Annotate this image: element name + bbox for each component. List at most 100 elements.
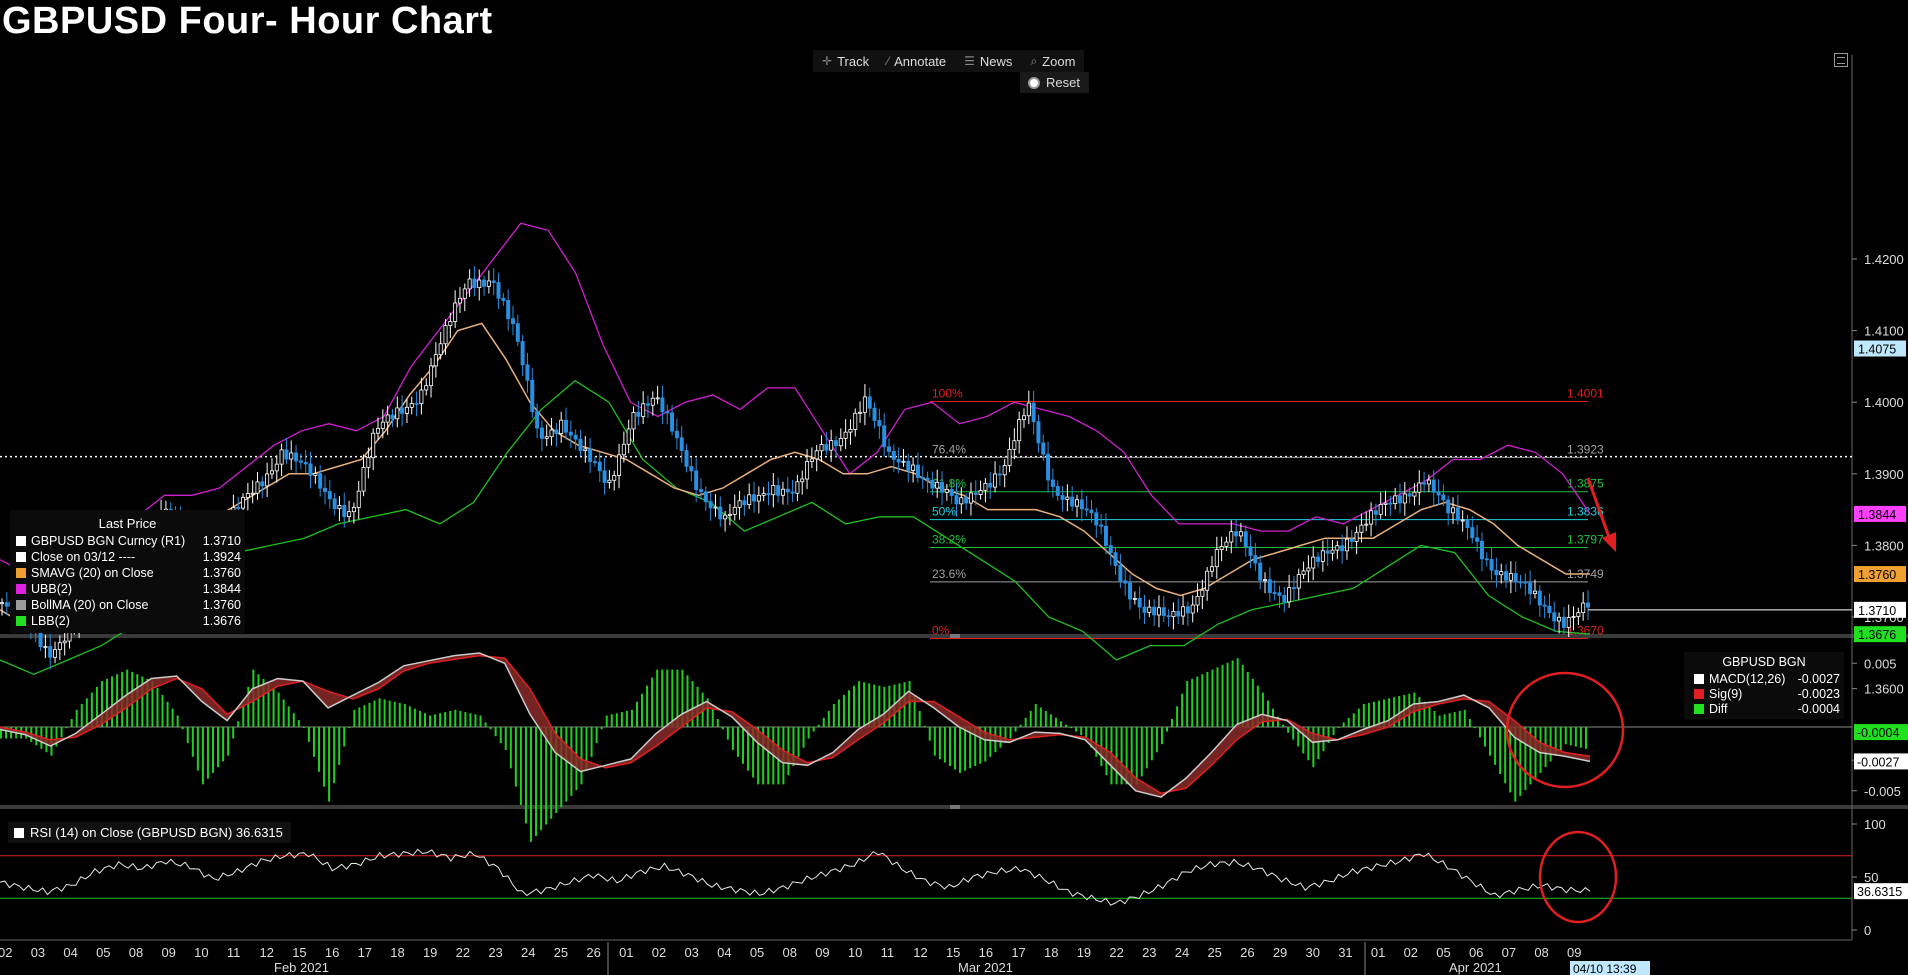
candle-body bbox=[486, 280, 491, 287]
x-day-label: 02 bbox=[652, 945, 666, 960]
x-day-label: 22 bbox=[1109, 945, 1123, 960]
diff-bar bbox=[822, 717, 825, 727]
diff-bar bbox=[474, 714, 477, 727]
diff-bar bbox=[1176, 706, 1179, 727]
candle-body bbox=[867, 396, 872, 409]
legend-value: 1.3760 bbox=[202, 598, 241, 612]
candle-body bbox=[1349, 538, 1354, 542]
diff-bar bbox=[1347, 717, 1350, 727]
price-tag-label: 1.4075 bbox=[1858, 343, 1896, 357]
candle-body bbox=[1219, 545, 1224, 550]
candle-body bbox=[491, 280, 496, 283]
track-button[interactable]: ✛ Track bbox=[813, 50, 878, 72]
diff-bar bbox=[368, 702, 371, 727]
candle-body bbox=[1402, 493, 1407, 504]
expand-icon[interactable] bbox=[1834, 53, 1848, 67]
diff-bar bbox=[1463, 709, 1466, 727]
y-tick-label: 1.4000 bbox=[1864, 395, 1904, 410]
magnifier-icon: ⌕ bbox=[1030, 53, 1038, 68]
legend-label: LBB(2) bbox=[31, 614, 70, 628]
x-day-label: 24 bbox=[521, 945, 535, 960]
candle-body bbox=[1340, 545, 1345, 552]
diff-bar bbox=[888, 685, 891, 727]
candle-body bbox=[1417, 482, 1422, 493]
candle-body bbox=[588, 448, 593, 462]
diff-bar bbox=[247, 686, 250, 727]
candle-body bbox=[361, 466, 366, 492]
candle-body bbox=[1316, 556, 1321, 562]
candle-body bbox=[573, 434, 578, 440]
diff-bar bbox=[918, 710, 921, 727]
diff-bar bbox=[550, 727, 553, 819]
diff-bar bbox=[545, 727, 548, 825]
candle-body bbox=[795, 481, 800, 494]
diff-bar bbox=[1282, 724, 1285, 727]
x-day-label: 07 bbox=[1502, 945, 1516, 960]
diff-bar bbox=[146, 678, 149, 727]
diff-bar bbox=[1140, 727, 1143, 777]
diff-bar bbox=[600, 727, 603, 730]
candle-body bbox=[805, 461, 810, 480]
candle-body bbox=[983, 482, 988, 491]
macd-legend-header: GBPUSD BGN bbox=[1722, 655, 1806, 669]
annotate-label: Annotate bbox=[894, 53, 947, 69]
x-day-label: 16 bbox=[979, 945, 993, 960]
diff-bar bbox=[70, 718, 73, 727]
crosshair-icon: ✛ bbox=[822, 54, 833, 68]
reset-radio-icon bbox=[1028, 76, 1040, 89]
diff-bar bbox=[1327, 727, 1330, 744]
candle-body bbox=[737, 500, 742, 508]
diff-bar bbox=[181, 727, 184, 730]
candle-body bbox=[1089, 509, 1094, 514]
candle-body bbox=[1224, 541, 1229, 547]
price-tag bbox=[1854, 724, 1908, 741]
diff-bar bbox=[272, 687, 275, 727]
candle-body bbox=[544, 436, 549, 439]
candle-body bbox=[1123, 580, 1128, 584]
candle-body bbox=[1508, 573, 1513, 581]
zoom-button[interactable]: ⌕ Zoom bbox=[1021, 50, 1084, 72]
candle-body bbox=[1426, 479, 1431, 485]
x-day-label: 18 bbox=[1044, 945, 1058, 960]
diff-bar bbox=[1332, 727, 1335, 736]
news-button[interactable]: ☰ News bbox=[955, 50, 1021, 72]
candle-body bbox=[43, 646, 48, 648]
candle-body bbox=[0, 602, 4, 605]
candle-body bbox=[274, 463, 279, 472]
candle-body bbox=[1557, 616, 1562, 622]
candle-body bbox=[1079, 499, 1084, 510]
candle-body bbox=[337, 505, 342, 509]
diff-bar bbox=[242, 704, 245, 727]
diff-bar bbox=[1181, 693, 1184, 727]
diff-bar bbox=[302, 727, 305, 728]
diff-bar bbox=[1049, 714, 1052, 727]
diff-bar bbox=[1226, 662, 1229, 727]
price-legend: Last Price GBPUSD BGN Curncy (R1) 1.3710 … bbox=[10, 510, 245, 633]
fib-value: 1.3797 bbox=[1567, 533, 1604, 547]
reset-button[interactable]: Reset bbox=[1020, 72, 1089, 93]
candle-body bbox=[327, 491, 332, 500]
candle-body bbox=[1494, 569, 1499, 576]
annotate-button[interactable]: ⁄ Annotate bbox=[878, 50, 955, 72]
diff-bar bbox=[186, 727, 189, 744]
candle-body bbox=[356, 490, 361, 508]
legend-value: 1.3676 bbox=[202, 614, 241, 628]
x-day-label: 29 bbox=[1273, 945, 1287, 960]
candle-body bbox=[404, 406, 409, 414]
diff-bar bbox=[1256, 685, 1259, 727]
diff-bar bbox=[1090, 727, 1093, 748]
candle-body bbox=[1301, 570, 1306, 576]
diff-bar bbox=[711, 708, 714, 727]
diff-bar bbox=[80, 704, 83, 727]
diff-bar bbox=[65, 727, 68, 729]
diff-bar bbox=[75, 709, 78, 727]
panel-grip bbox=[950, 634, 960, 638]
diff-bar bbox=[156, 687, 159, 727]
diff-bar bbox=[595, 727, 598, 744]
candle-body bbox=[510, 318, 515, 325]
candle-body bbox=[1383, 502, 1388, 505]
diff-bar bbox=[1317, 727, 1320, 760]
candle-body bbox=[911, 464, 916, 471]
y-tick-label: 0 bbox=[1864, 923, 1871, 938]
macd-legend-row: Diff -0.0004 bbox=[1684, 701, 1844, 716]
